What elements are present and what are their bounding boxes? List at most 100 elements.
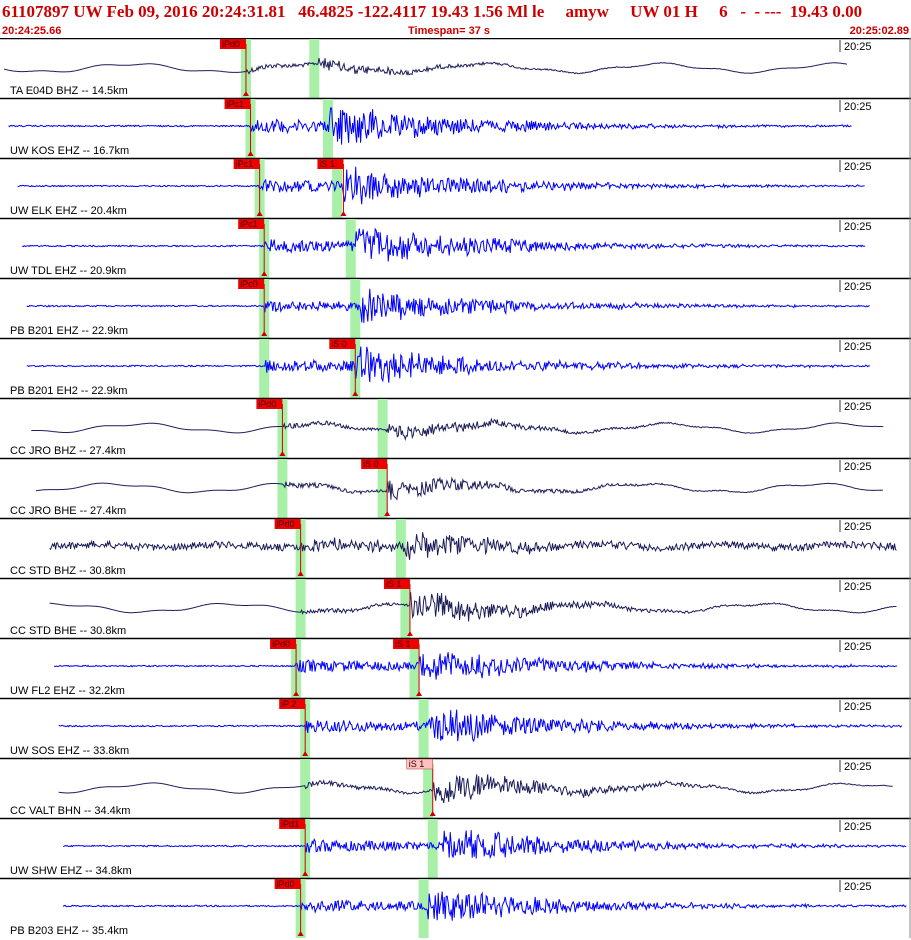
- pick-marker-icon: [416, 691, 423, 696]
- pick-label: iPc1: [227, 99, 245, 109]
- timespan-label: Timespan= 37 s: [408, 25, 491, 37]
- pick-flag-box: [233, 159, 260, 169]
- station-label: CC STD BHZ -- 30.8km: [10, 565, 126, 577]
- station-label: CC STD BHE -- 30.8km: [10, 625, 126, 637]
- s-window: [309, 39, 320, 98]
- trace-panel[interactable]: iPc1 iS 1 20:25 UW ELK EHZ -- 20.4km: [0, 157, 911, 218]
- pick-marker-icon: [297, 571, 304, 576]
- trace-panel[interactable]: iPc0 20:25 PB B201 EHZ -- 22.9km: [0, 277, 911, 338]
- waveform-trace: [31, 417, 884, 442]
- station-label: UW TDL EHZ -- 20.9km: [10, 265, 126, 277]
- pick-label: iS 1: [319, 159, 335, 169]
- pick-flag-box: [329, 339, 356, 349]
- trace-panel[interactable]: iPc1 20:25 UW TDL EHZ -- 20.9km: [0, 217, 911, 278]
- trace-panel[interactable]: iPd0 20:25 CC STD BHZ -- 30.8km: [0, 517, 911, 578]
- waveform-trace: [8, 107, 852, 145]
- waveform-trace: [49, 592, 897, 622]
- station-label: TA E04D BHZ -- 14.5km: [10, 85, 128, 97]
- seismogram-panels: iPd0 20:25 TA E04D BHZ -- 14.5km iPc1 20:25 U…: [0, 38, 911, 940]
- panel-time-tick: 20:25: [844, 461, 872, 473]
- s-window: [377, 399, 388, 458]
- pick-flag-box: [393, 639, 420, 649]
- panel-time-tick: 20:25: [844, 521, 872, 533]
- phase-pick-flag[interactable]: iS 0: [329, 339, 359, 396]
- pick-label: iS 1: [409, 759, 425, 769]
- waveform-trace: [62, 891, 907, 921]
- pick-label: iPc1: [240, 219, 258, 229]
- pick-label: iPd0: [277, 879, 295, 889]
- panel-time-tick: 20:25: [844, 881, 872, 893]
- station-label: PB B203 EHZ -- 35.4km: [10, 925, 128, 937]
- pick-marker-icon: [261, 271, 268, 276]
- pick-label: iS 0: [363, 459, 379, 469]
- phase-pick-flag[interactable]: iPd0: [270, 639, 300, 696]
- event-summary-title: 61107897 UW Feb 09, 2016 20:24:31.81 46.…: [2, 2, 863, 21]
- pick-marker-icon: [352, 391, 359, 396]
- phase-pick-flag[interactable]: iPd0: [274, 519, 304, 576]
- phase-pick-flag[interactable]: iPc1: [238, 219, 268, 276]
- end-time-label: 20:25:02.89: [849, 25, 909, 37]
- waveform-trace: [63, 830, 907, 860]
- s-window: [345, 219, 356, 278]
- panel-time-tick: 20:25: [844, 641, 872, 653]
- trace-panel[interactable]: iPd0 20:25 TA E04D BHZ -- 14.5km: [0, 38, 911, 98]
- trace-panel[interactable]: iS 1 20:25 CC STD BHE -- 30.8km: [0, 577, 911, 638]
- s-window: [350, 279, 361, 338]
- phase-pick-flag[interactable]: iS 1: [317, 159, 347, 216]
- pick-label: iP 2: [281, 699, 296, 709]
- pick-marker-icon: [297, 931, 304, 936]
- trace-panel[interactable]: iP 2 20:25 UW SOS EHZ -- 33.8km: [0, 697, 911, 758]
- trace-panel[interactable]: iPd0 iS 1 20:25 UW FL2 EHZ -- 32.2km: [0, 637, 911, 698]
- pick-marker-icon: [279, 451, 286, 456]
- phase-pick-flag[interactable]: iPd0: [274, 879, 304, 936]
- pick-flag-box: [238, 279, 265, 289]
- trace-panel[interactable]: iPd0 20:25 PB B203 EHZ -- 35.4km: [0, 877, 911, 938]
- phase-pick-flag[interactable]: iPd1: [279, 819, 309, 876]
- phase-pick-flag[interactable]: iS 1: [393, 639, 423, 696]
- panel-time-tick: 20:25: [844, 41, 872, 53]
- pick-flag-box: [238, 219, 265, 229]
- trace-panel[interactable]: iPd0 20:25 CC JRO BHZ -- 27.4km: [0, 397, 911, 458]
- p-window: [277, 459, 288, 518]
- trace-panel[interactable]: iPd1 20:25 UW SHW EHZ -- 34.8km: [0, 817, 911, 878]
- station-label: UW FL2 EHZ -- 32.2km: [10, 685, 125, 697]
- trace-panel[interactable]: iS 1 20:25 CC VALT BHN -- 34.4km: [0, 757, 911, 818]
- pick-marker-icon: [384, 511, 391, 516]
- phase-pick-flag[interactable]: iPc1: [233, 159, 263, 216]
- pick-label: iPd0: [258, 399, 276, 409]
- trace-panel[interactable]: iPc1 20:25 UW KOS EHZ -- 16.7km: [0, 97, 911, 158]
- panel-time-tick: 20:25: [844, 821, 872, 833]
- pick-flag-box: [219, 39, 246, 49]
- seismogram-canvas[interactable]: iPd0 20:25 TA E04D BHZ -- 14.5km iPc1 20:25 U…: [0, 38, 911, 940]
- pick-flag-box: [317, 159, 344, 169]
- s-window: [400, 579, 411, 638]
- phase-pick-flag[interactable]: iPc0: [238, 279, 268, 336]
- waveform-trace: [58, 709, 903, 743]
- phase-pick-flag[interactable]: iP 2: [279, 699, 309, 756]
- phase-pick-flag[interactable]: iS 1: [406, 758, 436, 816]
- waveform-trace: [58, 774, 893, 804]
- pick-marker-icon: [247, 151, 254, 156]
- pick-flag-box: [279, 699, 306, 709]
- trace-panel[interactable]: iS 0 20:25 PB B201 EH2 -- 22.9km: [0, 337, 911, 398]
- pick-flag-box: [274, 519, 301, 529]
- phase-pick-flag[interactable]: iS 1: [383, 579, 413, 636]
- phase-pick-flag[interactable]: iPd0: [219, 39, 249, 96]
- trace-panel[interactable]: iS 0 20:25 CC JRO BHE -- 27.4km: [0, 457, 911, 518]
- pick-marker-icon: [406, 631, 413, 636]
- phase-pick-flag[interactable]: iS 0: [361, 459, 391, 516]
- pick-marker-icon: [256, 211, 263, 216]
- station-label: CC VALT BHN -- 34.4km: [10, 805, 130, 817]
- waveform-trace: [21, 227, 866, 262]
- start-time-label: 20:24:25.66: [2, 25, 62, 37]
- phase-pick-flag[interactable]: iPd0: [256, 399, 286, 456]
- panel-time-tick: 20:25: [844, 401, 872, 413]
- phase-pick-flag[interactable]: iPc1: [224, 99, 254, 156]
- s-window: [377, 459, 388, 518]
- pick-marker-icon: [261, 331, 268, 336]
- station-label: PB B201 EHZ -- 22.9km: [10, 325, 128, 337]
- waveform-trace: [35, 476, 883, 501]
- pick-label: iS 1: [386, 579, 402, 589]
- pick-marker-icon: [429, 811, 436, 816]
- waveform-trace: [3, 57, 848, 76]
